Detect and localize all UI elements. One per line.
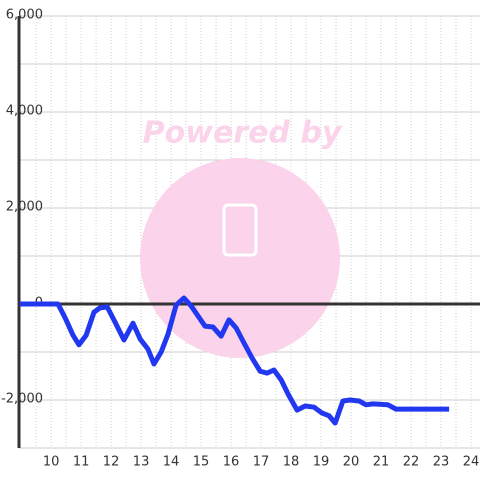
y-tick-label: 2,000 [6, 200, 43, 215]
x-tick-label: 17 [253, 455, 270, 470]
x-tick-label: 16 [223, 455, 240, 470]
x-tick-label: 22 [403, 455, 420, 470]
x-tick-label: 12 [103, 455, 120, 470]
watermark-phone [222, 203, 258, 257]
x-tick-label: 13 [133, 455, 150, 470]
x-tick-label: 20 [343, 455, 360, 470]
y-tick-label: 4,000 [6, 104, 43, 119]
y-tick-label: 6,000 [6, 8, 43, 23]
x-tick-label: 10 [43, 455, 60, 470]
watermark-text: Powered by [143, 116, 343, 151]
x-tick-label: 19 [313, 455, 330, 470]
x-tick-label: 21 [373, 455, 390, 470]
x-tick-label: 23 [433, 455, 450, 470]
data-line [19, 295, 450, 426]
y-tick-label: -2,000 [1, 392, 43, 407]
x-tick-label: 11 [73, 455, 90, 470]
x-tick-label: 14 [163, 455, 180, 470]
x-tick-label: 15 [193, 455, 210, 470]
x-tick-label: 18 [283, 455, 300, 470]
x-tick-label: 24 [463, 455, 480, 470]
